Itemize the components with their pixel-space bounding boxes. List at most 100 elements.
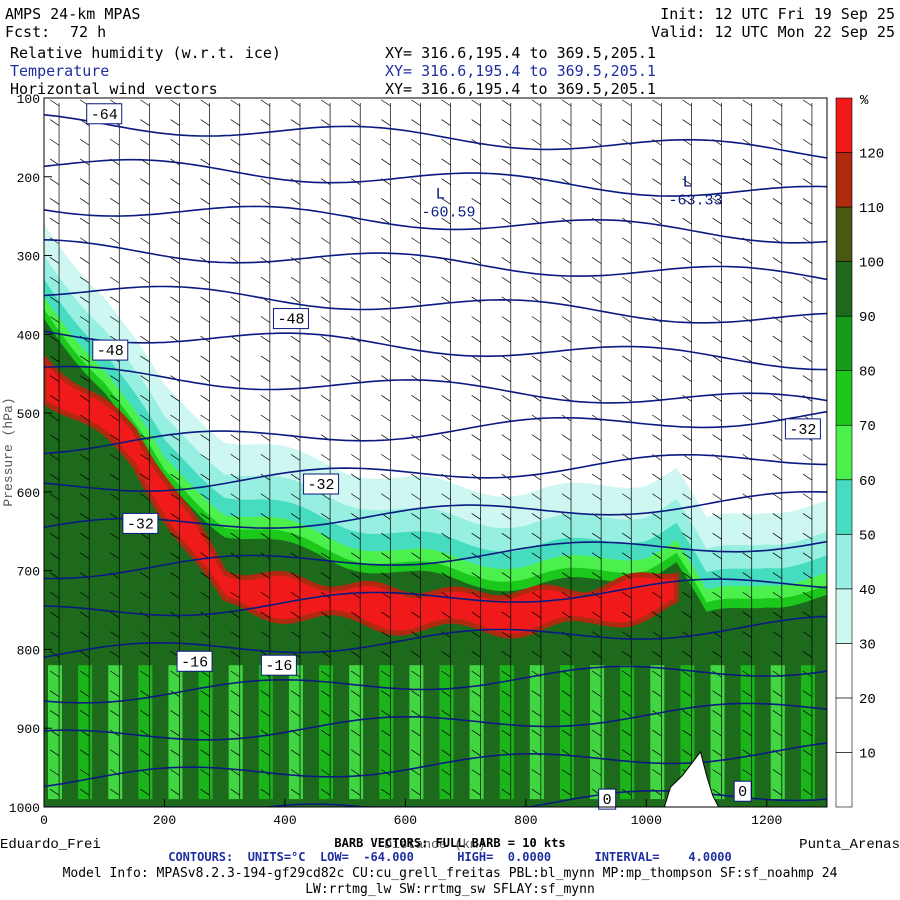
barb-flag — [79, 395, 90, 402]
barb-flag — [561, 375, 572, 382]
barb-flag — [411, 769, 421, 776]
barb-flag — [591, 690, 602, 698]
barb-flag — [411, 513, 421, 520]
barb-flag — [140, 355, 150, 363]
barb-flag — [200, 296, 210, 304]
barb-flag — [712, 552, 722, 560]
barb-flag — [290, 355, 301, 363]
barb-flag — [501, 454, 511, 461]
barb-flag — [802, 591, 813, 599]
barb-flag — [652, 237, 662, 245]
barb-flag — [561, 434, 572, 441]
y-tick-label: 100 — [17, 92, 40, 107]
barb-flag — [441, 552, 451, 560]
rh-streak — [349, 665, 364, 800]
barb-flag — [200, 375, 210, 382]
barb-flag — [49, 198, 60, 205]
barb-flag — [682, 651, 692, 658]
barb-flag — [140, 395, 150, 402]
barb-flag — [742, 710, 752, 717]
contour-label-box — [272, 308, 309, 330]
barb-flag — [49, 749, 60, 757]
barb-flag — [441, 99, 451, 107]
barb-flag — [622, 769, 632, 776]
barb-flag — [411, 335, 421, 343]
barb-flag — [351, 138, 361, 146]
barb-flag — [531, 138, 542, 146]
barb-flag — [742, 631, 752, 638]
right-endpoint-label: Punta_Arenas — [799, 837, 900, 853]
barb-flag — [772, 217, 783, 225]
barb-flag — [290, 375, 301, 382]
barb-flag — [49, 217, 60, 225]
barb-flag — [772, 651, 783, 658]
barb-flag — [742, 651, 752, 658]
barb-flag — [230, 99, 240, 107]
barb-flag — [140, 729, 150, 737]
barb-flag — [712, 414, 722, 422]
barb-flag — [260, 178, 271, 185]
barb-flag — [140, 178, 150, 185]
barb-flag — [140, 532, 150, 540]
barb-flag — [591, 552, 602, 560]
x-tick-label: 1200 — [751, 813, 782, 828]
barb-flag — [501, 552, 511, 560]
rh-streak — [288, 665, 303, 800]
barb-flag — [200, 572, 210, 579]
barb-flag — [381, 296, 391, 304]
barb-flag — [591, 454, 602, 461]
barb-flag — [471, 710, 481, 717]
contour-labels: -64-48-48-32-32-32-16 -160 0L-60.59L-63.33 — [86, 103, 821, 810]
barb-flag — [772, 552, 783, 560]
barb-flag — [381, 335, 391, 343]
barb-flag — [290, 513, 301, 520]
barb-flag — [381, 532, 391, 540]
barb-flag — [260, 335, 271, 343]
barb-flag — [772, 355, 783, 363]
rh-streak — [800, 665, 815, 800]
barb-flag — [290, 119, 301, 126]
barb-flag — [802, 552, 813, 560]
temp-contour — [44, 239, 827, 281]
barb-flag — [622, 99, 632, 107]
barb-flag — [411, 237, 421, 245]
barb-flag — [471, 257, 481, 264]
barb-flag — [260, 513, 271, 520]
barb-flag — [652, 434, 662, 441]
axes: 0 200 400 600 800 1000 1200 100 200 300 400 500 600 7… — [9, 92, 783, 828]
barb-flag — [742, 572, 752, 579]
barb-flag — [320, 138, 331, 146]
rh-streak — [529, 665, 544, 800]
temp-contour — [44, 114, 827, 159]
barb-flag — [411, 690, 421, 698]
barb-flag — [49, 257, 60, 264]
barb-flag — [531, 710, 542, 717]
barb-flag — [140, 690, 150, 698]
barb-flag — [200, 710, 210, 717]
barb-flag — [170, 178, 180, 185]
barb-flag — [682, 217, 692, 225]
barb-flag — [682, 99, 692, 107]
barb-flag — [260, 158, 271, 166]
barb-flag — [260, 414, 271, 422]
x-tick-label: 200 — [153, 813, 176, 828]
barb-flag — [501, 729, 511, 737]
barb-flag — [682, 729, 692, 737]
barb-flag — [200, 749, 210, 757]
rh-streak — [620, 665, 635, 800]
barb-flag — [591, 395, 602, 402]
barb-flag — [622, 375, 632, 382]
barb-flag — [170, 296, 180, 304]
barb-flag — [260, 355, 271, 363]
barb-flag — [622, 552, 632, 560]
barb-flag — [531, 178, 542, 185]
barb-flag — [260, 119, 271, 126]
barb-flag — [320, 414, 331, 422]
barb-flag — [49, 119, 60, 126]
barb-flag — [230, 296, 240, 304]
barb-flag — [712, 237, 722, 245]
barb-flag — [652, 493, 662, 501]
barb-flag — [561, 670, 572, 678]
barb-flag — [802, 375, 813, 382]
